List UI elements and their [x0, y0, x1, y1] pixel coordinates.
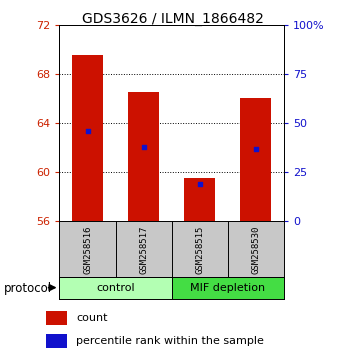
- Text: MIF depletion: MIF depletion: [190, 283, 265, 293]
- Point: [197, 181, 202, 187]
- Text: GSM258517: GSM258517: [139, 225, 148, 274]
- Bar: [172, 277, 284, 299]
- Text: percentile rank within the sample: percentile rank within the sample: [76, 336, 264, 346]
- Text: GSM258516: GSM258516: [83, 225, 92, 274]
- Text: GDS3626 / ILMN_1866482: GDS3626 / ILMN_1866482: [83, 12, 264, 27]
- Text: GSM258515: GSM258515: [195, 225, 204, 274]
- Bar: [46, 311, 67, 325]
- Point: [85, 128, 90, 134]
- Text: control: control: [96, 283, 135, 293]
- Bar: [240, 98, 271, 221]
- Bar: [184, 178, 215, 221]
- Bar: [59, 277, 172, 299]
- Point: [253, 146, 258, 152]
- Text: GSM258530: GSM258530: [251, 225, 260, 274]
- Point: [141, 144, 146, 149]
- Bar: [72, 56, 103, 221]
- Text: count: count: [76, 313, 107, 323]
- Text: protocol: protocol: [3, 282, 52, 295]
- Bar: [128, 92, 159, 221]
- Bar: [46, 334, 67, 348]
